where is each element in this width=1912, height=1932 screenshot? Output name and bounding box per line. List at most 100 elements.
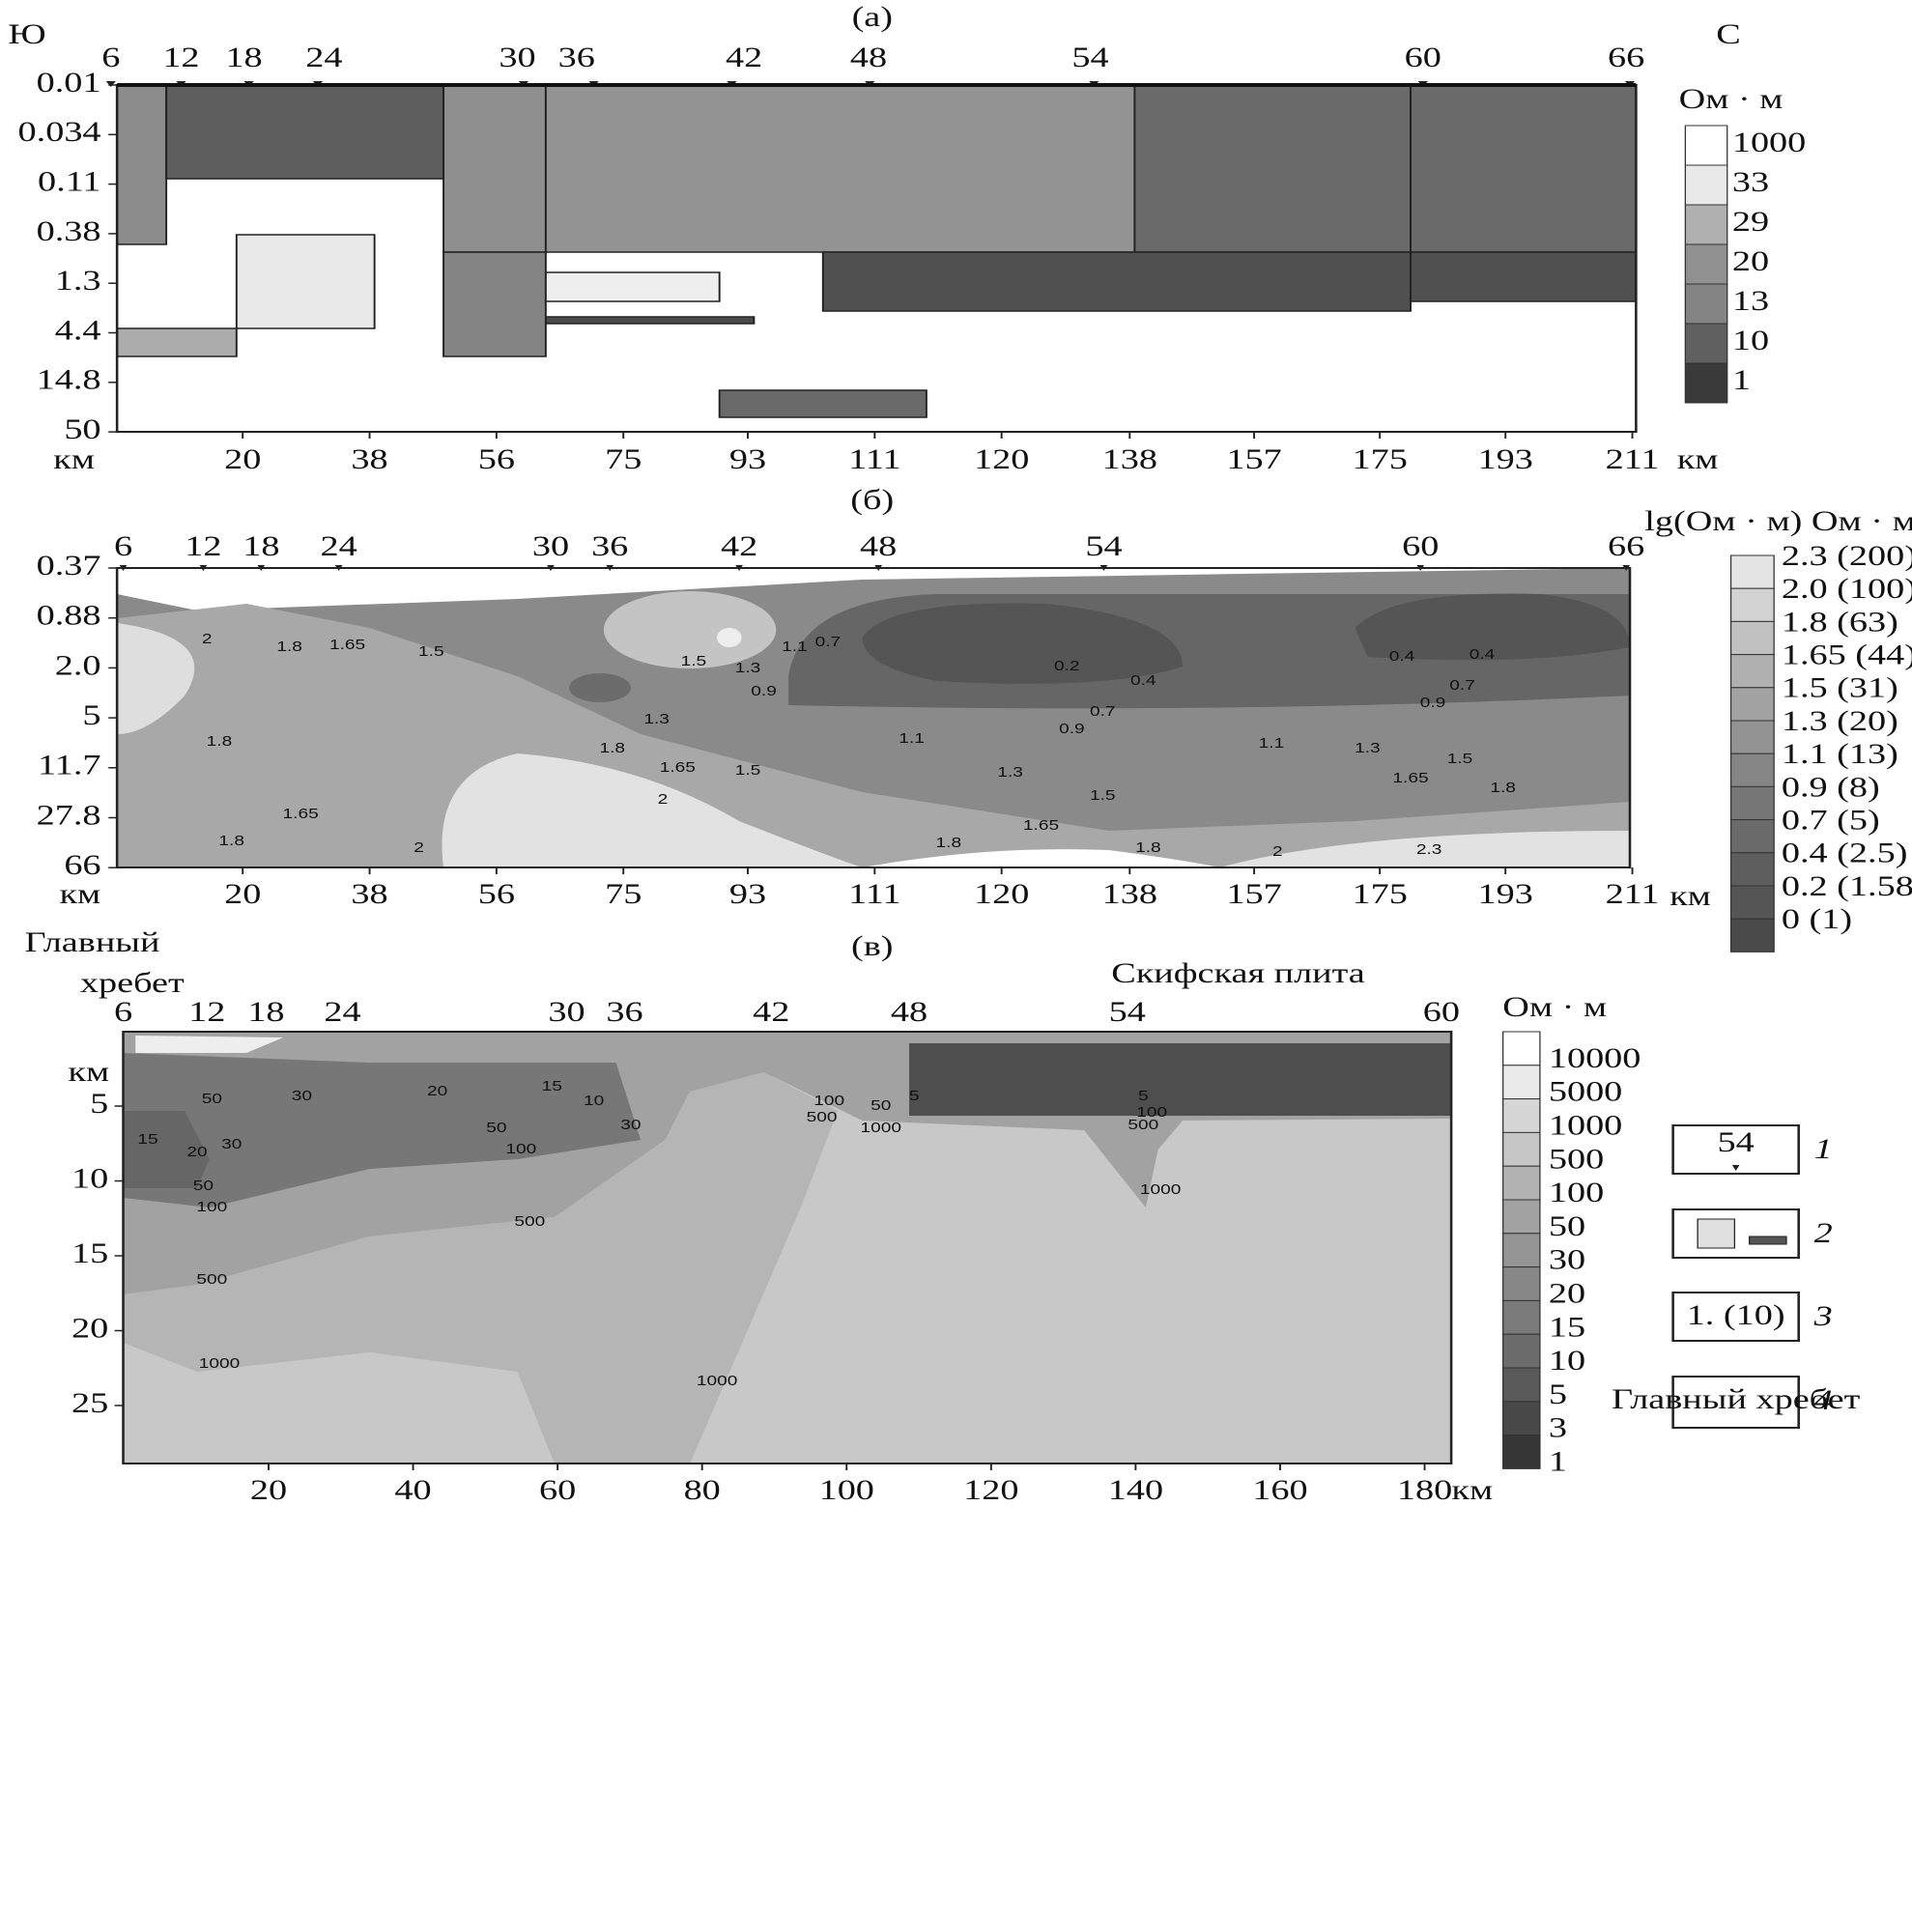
contour-label: 100 [196, 1198, 227, 1214]
contour-label: 500 [514, 1212, 545, 1229]
contour-label: 1000 [1140, 1180, 1182, 1197]
legend-label: 3 [1549, 1412, 1567, 1444]
panel-b-fills [117, 568, 1630, 867]
contour-label: 50 [486, 1119, 506, 1135]
x-tick-label: 93 [729, 443, 766, 475]
block [718, 389, 927, 418]
legend-label: 1.3 (20) [1782, 705, 1898, 737]
station-label: 24 [324, 996, 360, 1028]
station-label: 6 [114, 996, 132, 1028]
y-tick-label: 25 [71, 1387, 108, 1419]
contour-label: 100 [1136, 1103, 1167, 1120]
x-tick-label: 160 [1252, 1474, 1307, 1506]
contour-label: 30 [292, 1087, 312, 1103]
block [821, 251, 1412, 312]
axis-unit: км [68, 1056, 109, 1088]
legend-swatch [1502, 1233, 1541, 1268]
contour-label: 1.5 [1090, 786, 1116, 803]
block [165, 84, 445, 180]
y-tick-label: 0.37 [37, 550, 101, 582]
x-tick-label: 193 [1478, 878, 1533, 910]
contour-label: 5 [909, 1087, 920, 1103]
contour-label: 1.8 [1490, 779, 1516, 795]
contour-label: 50 [870, 1096, 891, 1113]
legend-swatch [1684, 164, 1728, 206]
legend-label: 13 [1732, 285, 1769, 317]
contour-label: 1.8 [936, 834, 962, 850]
contour-label: 15 [542, 1077, 562, 1094]
x-tick-label: 80 [684, 1474, 721, 1506]
x-tick-label: 20 [224, 878, 261, 910]
station-label: 30 [548, 996, 585, 1028]
key-text: 1. (10) [1687, 1299, 1785, 1331]
key-number: 1 [1814, 1133, 1833, 1165]
contour-label: 50 [202, 1090, 222, 1106]
x-tick-label: 60 [539, 1474, 576, 1506]
y-tick-label: 15 [71, 1237, 108, 1269]
x-tick-label: 138 [1102, 443, 1157, 475]
legend-label: 33 [1732, 166, 1769, 198]
key-text: 54 [1718, 1126, 1755, 1158]
direction-label: С [1716, 18, 1741, 50]
legend-label: 30 [1549, 1244, 1585, 1276]
legend-label: 0.9 (8) [1782, 771, 1880, 803]
x-tick-label: 75 [605, 878, 642, 910]
x-tick-label: 120 [974, 878, 1029, 910]
legend-swatch [1502, 1098, 1541, 1133]
contour-label: 2 [658, 790, 669, 807]
legend-swatch [1502, 1165, 1541, 1201]
contour-label: 15 [137, 1130, 157, 1147]
station-label: 54 [1109, 996, 1146, 1028]
x-tick-label: 120 [963, 1474, 1018, 1506]
contour-label: 1.3 [643, 710, 670, 726]
legend-swatch [1684, 362, 1728, 404]
station-label: 60 [1423, 996, 1460, 1028]
legend-title: Ом · м [1502, 991, 1607, 1023]
contour-label: 50 [193, 1177, 214, 1193]
axis-unit: км [59, 878, 100, 910]
x-tick-label: 193 [1478, 443, 1533, 475]
legend-label: 1000 [1549, 1109, 1622, 1141]
contour-label: 1.8 [1135, 838, 1161, 855]
x-tick-label: 211 [1606, 878, 1660, 910]
contour-label: 1.5 [681, 652, 707, 668]
station-label: 66 [1608, 42, 1644, 73]
block [1410, 84, 1638, 253]
contour-label: 0.7 [815, 633, 842, 649]
panel-label: (б) [850, 484, 894, 516]
legend-swatch [1502, 1131, 1541, 1167]
region [117, 623, 195, 734]
station-label: 42 [721, 530, 757, 562]
contour-label: 1.8 [599, 739, 625, 755]
station-label: 66 [1608, 530, 1644, 562]
legend-swatch [1502, 1435, 1541, 1469]
station-label: 24 [321, 530, 357, 562]
station-label: 60 [1402, 530, 1439, 562]
x-tick-label: 75 [605, 443, 642, 475]
contour-label: 0.7 [1090, 702, 1116, 719]
legend-label: 1 [1732, 364, 1751, 396]
station-label: 54 [1071, 42, 1108, 73]
y-tick-label: 0.034 [18, 116, 101, 148]
legend-title: lg(Ом · м) Ом · м [1644, 505, 1912, 537]
contour-label: 0.9 [1059, 720, 1085, 736]
legend-swatch [1729, 918, 1775, 952]
block [544, 316, 756, 325]
contour-label: 1.5 [1447, 750, 1473, 766]
direction-label: Ю [8, 18, 45, 50]
legend-swatch [1729, 819, 1775, 854]
contour-label: 1.5 [418, 642, 444, 659]
contour-label: 1.3 [735, 659, 761, 675]
y-tick-label: 20 [71, 1312, 108, 1344]
block [442, 251, 547, 357]
y-tick-label: 0.38 [37, 215, 101, 247]
x-tick-label: 211 [1606, 443, 1660, 475]
region [862, 849, 1220, 867]
station-label: 60 [1405, 42, 1441, 73]
contour-label: 500 [196, 1270, 227, 1287]
x-tick-label: 56 [478, 878, 515, 910]
station-label: 36 [606, 996, 642, 1028]
x-tick-label: 38 [351, 443, 387, 475]
station-label: 36 [591, 530, 628, 562]
x-tick-label: 38 [351, 878, 387, 910]
